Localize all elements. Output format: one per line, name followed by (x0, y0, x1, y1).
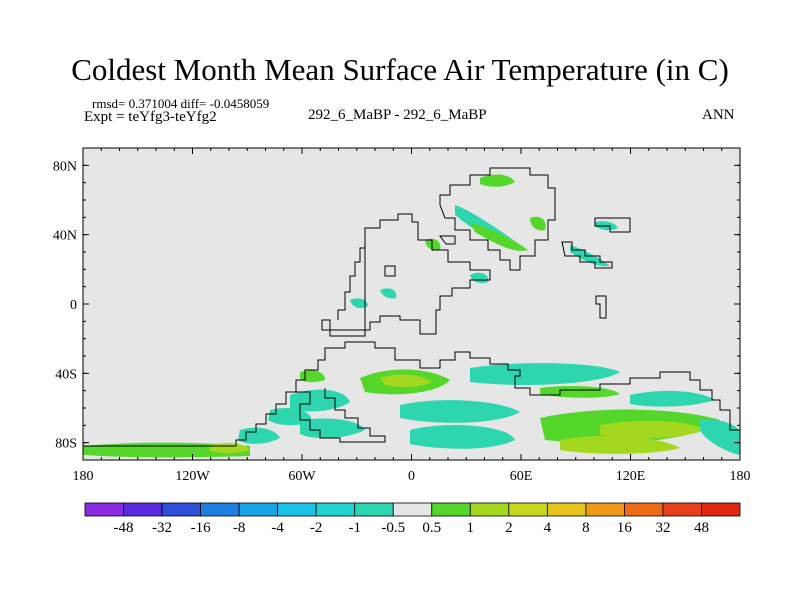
colorbar-box (277, 502, 317, 517)
colorbar-box (585, 502, 625, 517)
lat-tick-label: 40N (53, 229, 77, 244)
colorbar-label: -1 (348, 520, 361, 536)
colorbar-label: 16 (617, 520, 633, 536)
colorbar-label: -8 (233, 520, 246, 536)
coastline (384, 265, 396, 277)
coastline (561, 241, 613, 269)
colorbar-box (161, 502, 201, 517)
lon-tick-label: 60E (510, 469, 533, 484)
colorbar-box (392, 502, 433, 517)
anomaly-patch (380, 288, 397, 299)
lon-tick-label: 60W (288, 469, 316, 484)
lat-tick-label: 80S (55, 437, 77, 452)
colorbar-box (200, 502, 240, 517)
anomaly-patch (470, 272, 489, 284)
lon-tick-label: 180 (730, 469, 751, 484)
coastline (321, 213, 491, 337)
lat-tick-label: 0 (70, 298, 77, 313)
lon-tick-label: 120W (175, 469, 210, 484)
colorbar-box (469, 502, 510, 517)
colorbar-label: -2 (310, 520, 323, 536)
anomaly-patch (560, 435, 680, 454)
colorbar-label: -0.5 (381, 520, 405, 536)
anomaly-patch (400, 400, 520, 423)
coastline (594, 217, 631, 233)
colorbar-box (84, 502, 124, 517)
anomaly-patch (410, 425, 515, 449)
colorbar-box (701, 502, 741, 517)
axis-ticks (82, 147, 741, 461)
lat-tick-label: 80N (53, 159, 77, 174)
anomaly-patch (300, 370, 325, 383)
colorbar-label: 8 (582, 520, 590, 536)
colorbar-label: -16 (191, 520, 211, 536)
anomaly-patch (300, 418, 365, 439)
coastline (83, 347, 330, 447)
colorbar-label: -48 (114, 520, 134, 536)
colorbar-label: 2 (505, 520, 513, 536)
anomaly-patch (470, 222, 528, 251)
coastline (439, 235, 456, 245)
figure-title: Coldest Month Mean Surface Air Temperatu… (71, 52, 729, 87)
anomaly-patch (425, 238, 441, 251)
axis-tick-labels: 180 120W 60W 0 60E 120E 180 80N 40N 0 40S 80S (53, 159, 751, 484)
coastline (330, 341, 740, 431)
colorbar-box (546, 502, 587, 517)
experiment-label: Expt = teYfg3-teYfg2 (84, 109, 217, 125)
colorbar-box (662, 502, 702, 517)
colorbar-box (431, 502, 471, 517)
colorbar-box (315, 502, 356, 517)
colorbar-label: 4 (544, 520, 552, 536)
stats-line: rmsd= 0.371004 diff= -0.0458059 (92, 96, 270, 111)
lon-tick-label: 0 (408, 469, 415, 484)
colorbar-label: 48 (694, 520, 709, 536)
colorbar-box (238, 502, 279, 517)
coastlines (83, 167, 740, 447)
colorbar-box (123, 502, 163, 517)
coastline (337, 228, 366, 320)
anomaly-patch (600, 420, 705, 439)
coastline (439, 167, 556, 271)
colorbar: -48 -32 -16 -8 -4 -2 -1 -0.5 0.5 1 2 4 8 16 32 48 (84, 502, 741, 536)
anomaly-patch (380, 374, 432, 387)
colorbar-label: 1 (467, 520, 475, 536)
anomaly-patch (530, 216, 546, 231)
colorbar-box (354, 502, 394, 517)
coastline (595, 295, 607, 319)
colorbar-box (624, 502, 664, 517)
anomaly-patch (480, 174, 515, 187)
colorbar-label: 32 (655, 520, 670, 536)
colorbar-box (508, 502, 548, 517)
coastline (296, 388, 386, 443)
colorbar-label: -4 (271, 520, 284, 536)
lat-tick-label: 40S (55, 367, 77, 382)
anomaly-patch (350, 298, 368, 308)
colorbar-label: 0.5 (422, 520, 441, 536)
lon-tick-label: 120E (616, 469, 646, 484)
season-label: ANN (702, 107, 735, 123)
anomaly-patch (630, 390, 715, 407)
colorbar-label: -32 (152, 520, 172, 536)
center-label: 292_6_MaBP - 292_6_MaBP (308, 107, 487, 123)
lon-tick-label: 180 (73, 469, 94, 484)
